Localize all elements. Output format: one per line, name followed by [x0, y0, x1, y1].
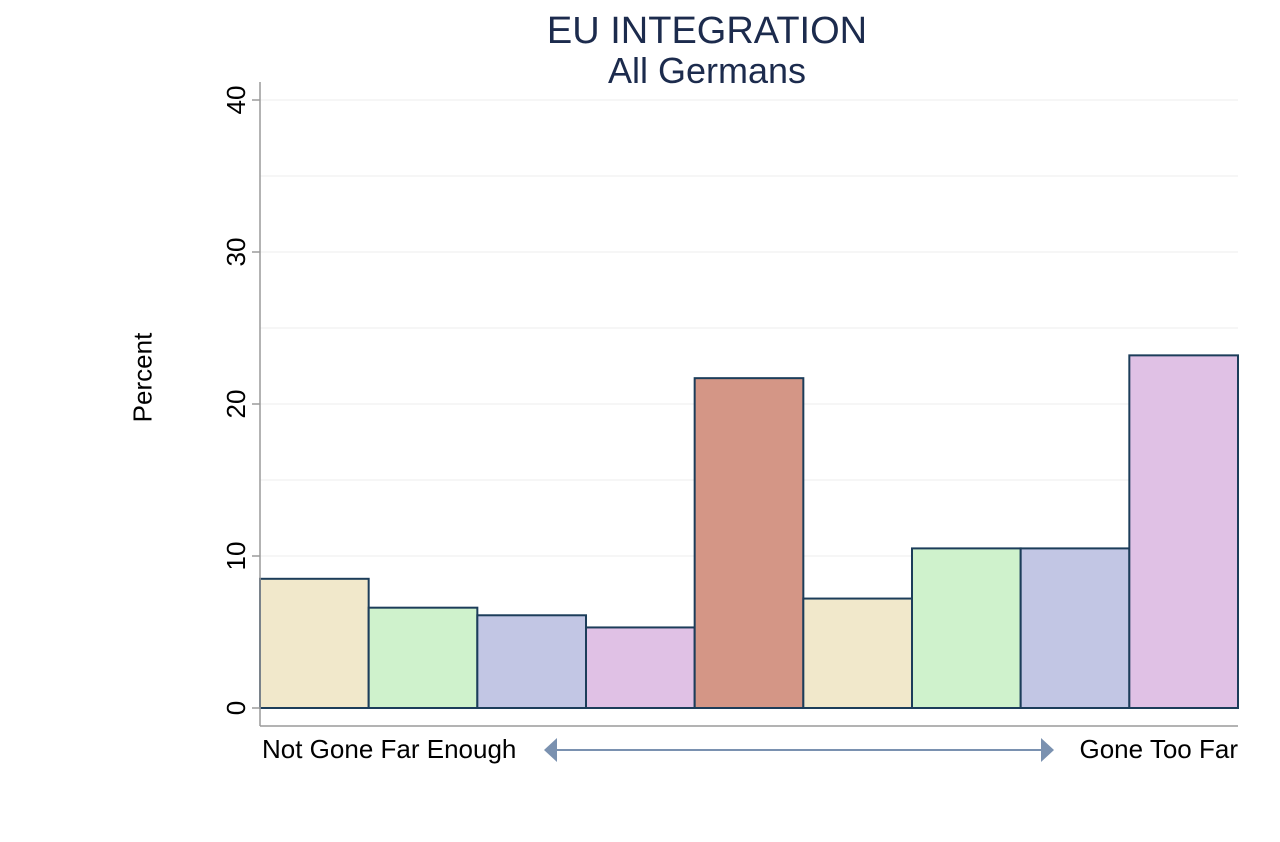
bar	[367, 606, 479, 709]
bar	[911, 547, 1022, 710]
bar	[585, 626, 696, 709]
y-tick-label: 0	[221, 701, 251, 715]
bar	[802, 597, 913, 709]
chart-subtitle: All Germans	[607, 50, 807, 91]
chart-title: EU INTEGRATION	[546, 10, 868, 52]
arrow-right-icon	[1041, 738, 1054, 762]
axes: 0 10 20 30 40 Not Gone Far Enough Gone Too Far	[221, 82, 1238, 764]
bar	[1128, 354, 1240, 709]
y-tick-label: 20	[221, 390, 251, 419]
bars	[259, 354, 1240, 710]
bar	[1019, 547, 1131, 710]
bar	[259, 577, 370, 709]
y-tick-label: 40	[221, 86, 251, 115]
y-tick-label: 30	[221, 238, 251, 267]
y-tick-label: 10	[221, 542, 251, 571]
bar	[476, 614, 588, 710]
x-label-left: Not Gone Far Enough	[262, 734, 516, 764]
arrow-left-icon	[544, 738, 557, 762]
bar	[693, 377, 805, 709]
x-label-right: Gone Too Far	[1079, 734, 1238, 764]
y-axis-label: Percent	[127, 332, 158, 423]
